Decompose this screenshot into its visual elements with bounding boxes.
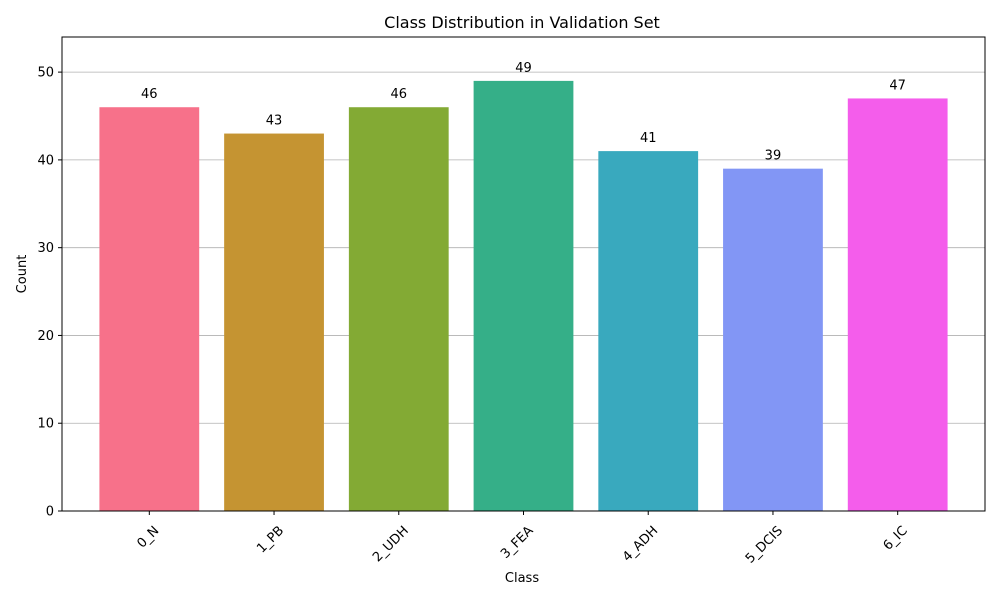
- chart-title: Class Distribution in Validation Set: [384, 13, 660, 32]
- data-label: 41: [640, 131, 657, 146]
- data-label: 39: [765, 149, 782, 164]
- y-tick-label: 40: [37, 153, 54, 168]
- x-axis: 0_N 1_PB 2_UDH 3_FEA 4_ADH 5_DCIS 6_IC: [134, 511, 911, 567]
- data-labels: 46 43 46 49 41 39 47: [141, 61, 906, 164]
- bar-5_DCIS: [723, 168, 823, 511]
- bar-3_FEA: [473, 80, 574, 511]
- y-axis-label: Count: [15, 255, 30, 294]
- data-label: 46: [390, 87, 407, 102]
- y-tick-label: 50: [37, 66, 54, 81]
- y-tick-label: 0: [46, 505, 54, 520]
- x-axis-label: Class: [505, 571, 539, 586]
- y-axis: 0 10 20 30 40 50: [37, 66, 62, 520]
- bar-1_PB: [224, 133, 324, 512]
- bars: [99, 80, 948, 512]
- x-tick-label: 2_UDH: [370, 523, 412, 565]
- bar-6_IC: [847, 98, 948, 511]
- data-label: 46: [141, 87, 158, 102]
- x-tick-label: 1_PB: [254, 523, 287, 556]
- x-tick-label: 5_DCIS: [743, 523, 786, 566]
- y-tick-label: 10: [37, 417, 54, 432]
- x-tick-label: 0_N: [134, 523, 162, 551]
- y-tick-label: 20: [37, 329, 54, 344]
- data-label: 43: [266, 114, 283, 129]
- bar-2_UDH: [348, 107, 449, 511]
- bar-4_ADH: [598, 151, 699, 511]
- y-tick-label: 30: [37, 241, 54, 256]
- x-tick-label: 6_IC: [881, 523, 911, 553]
- data-label: 49: [515, 61, 532, 76]
- bar-0_N: [99, 107, 200, 511]
- data-label: 47: [889, 78, 906, 93]
- x-tick-label: 3_FEA: [498, 523, 537, 562]
- x-tick-label: 4_ADH: [620, 523, 661, 564]
